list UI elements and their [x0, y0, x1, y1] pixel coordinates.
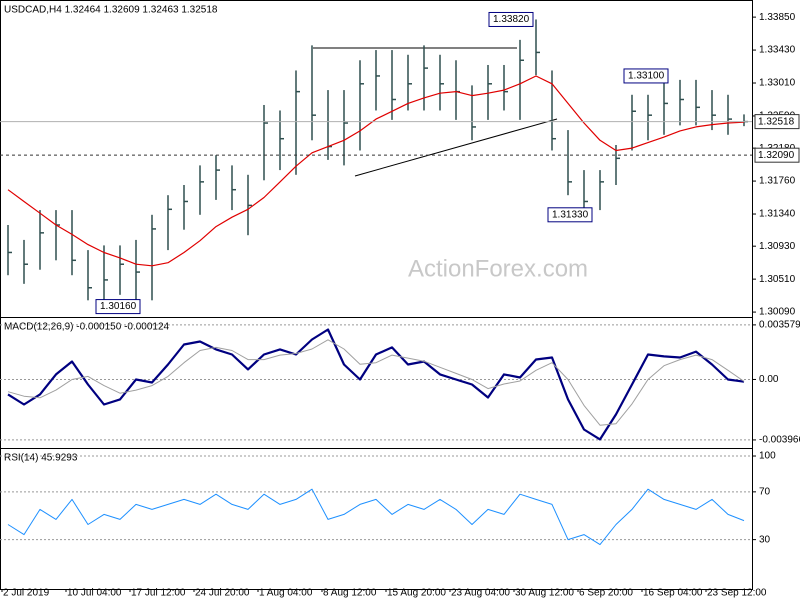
x-tick-label: 30 Aug 12:00 [515, 588, 574, 599]
annotation-label: 1.33100 [628, 71, 665, 82]
x-tick-label: 6 Sep 20:00 [579, 588, 633, 599]
x-tick-label: 16 Sep 04:00 [643, 588, 703, 599]
triangle-bottom-line [354, 118, 558, 177]
x-tick-label: 24 Jul 20:00 [195, 588, 250, 599]
x-tick-label: 23 Aug 04:00 [451, 588, 510, 599]
annotation-box [95, 299, 141, 315]
x-tick-label: 10 Jul 04:00 [67, 588, 122, 599]
y-tick-label: 1.31340 [759, 209, 796, 220]
panel-title: MACD(12,26,9) -0.000150 -0.000124 [4, 322, 170, 333]
y-tick-label: 1.30090 [759, 307, 796, 318]
y-tick-label: 1.30510 [759, 274, 796, 285]
watermark: ActionForex.com [408, 255, 588, 282]
last-price-box [754, 114, 800, 130]
last-price-label: 1.32518 [758, 116, 795, 127]
rsi-line [7, 488, 745, 546]
signal-line [7, 339, 745, 426]
level-box [754, 147, 800, 163]
y-tick-label: 1.31760 [759, 176, 796, 187]
y-tick-label: -0.003966 [759, 435, 800, 446]
y-tick-label: 70 [759, 486, 771, 497]
y-tick-label: 1.33850 [759, 12, 796, 23]
y-tick-label: 1.33430 [759, 45, 796, 56]
y-tick-label: 0.00 [759, 374, 779, 385]
x-tick-label: 1 Aug 04:00 [259, 588, 313, 599]
panel-frame [0, 448, 753, 590]
moving-average [7, 75, 745, 267]
annotation-label: 1.30160 [100, 301, 137, 312]
level-label: 1.32090 [758, 150, 795, 161]
y-tick-label: 30 [759, 534, 771, 545]
annotation-box [623, 68, 669, 84]
x-tick-label: 23 Sep 12:00 [707, 588, 767, 599]
x-tick-label: 2 Jul 2019 [3, 588, 50, 599]
y-tick-label: 1.33010 [759, 78, 796, 89]
y-tick-label: 0.003579 [759, 320, 800, 331]
panel-title: USDCAD,H4 1.32464 1.32609 1.32463 1.3251… [4, 5, 218, 16]
annotation-label: 1.33820 [493, 14, 530, 25]
y-tick-label: 100 [759, 451, 776, 462]
x-tick-label: 15 Aug 20:00 [387, 588, 446, 599]
macd-line [7, 328, 745, 441]
x-tick-label: 8 Aug 12:00 [323, 588, 377, 599]
x-tick-label: 17 Jul 12:00 [131, 588, 186, 599]
y-tick-label: 1.30930 [759, 241, 796, 252]
annotation-label: 1.31330 [552, 209, 589, 220]
annotation-box [488, 11, 534, 27]
panel-title: RSI(14) 45.9293 [4, 453, 78, 464]
annotation-box [547, 207, 593, 223]
